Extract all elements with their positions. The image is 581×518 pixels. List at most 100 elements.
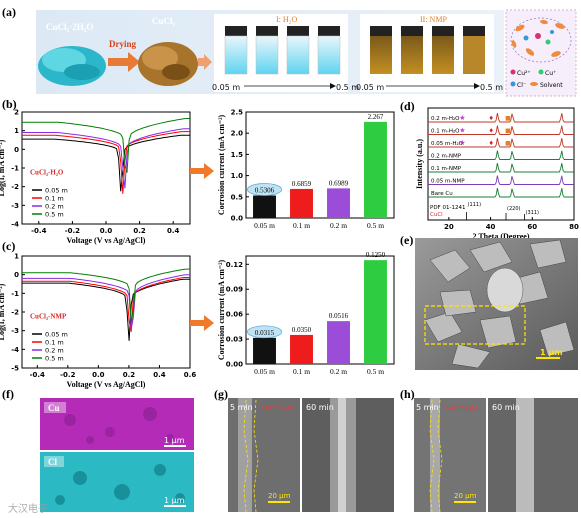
group1-arrowhead-icon <box>330 83 336 89</box>
y-tick-label: 0.5 <box>231 193 244 201</box>
g-time1: 5 min <box>230 403 253 412</box>
xrd-trace-label: 0.1 m-H₂O <box>431 129 460 135</box>
panel-e-sem-image: 1 μm <box>415 238 578 370</box>
bar <box>327 188 350 218</box>
g-tag: Electrolyte <box>262 405 294 412</box>
xrd-peak-marker: ♦ <box>488 115 493 122</box>
h-time1: 5 min <box>416 403 439 412</box>
x-tick-label: 0.5 m <box>367 367 384 376</box>
y-tick-label: 2.0 <box>231 130 244 138</box>
group2-to: 0.5 m <box>480 83 503 92</box>
x-tick-label: 80 <box>569 223 579 231</box>
legend-solvent-icon <box>530 82 538 86</box>
start-label: CuCl₂·2H₂O <box>46 22 93 32</box>
x-axis-label: Voltage (V vs Ag/AgCl) <box>67 380 146 389</box>
panel-a: (a) CuCl₂·2H₂O Drying CuCl₂ I: H₂O 0.0 <box>2 5 577 97</box>
solvent-molecules <box>511 19 565 57</box>
legend-entry: 0.05 m <box>45 331 68 339</box>
bar-data-label: 0.0315 <box>255 329 275 337</box>
bar <box>364 121 387 218</box>
x-tick-label: 40 <box>486 223 496 231</box>
group1-to: 0.5 m <box>336 83 359 92</box>
xrd-hkl-label: (311) <box>526 210 539 216</box>
y-tick-label: -2 <box>11 183 19 191</box>
chart-d-xrd: 20 40 60 80 2 Theta (Degree) Intensity (a.u.)… <box>415 107 579 241</box>
y-tick-label: 0.09 <box>226 286 243 294</box>
vial-h2o-2 <box>255 26 279 75</box>
bar-data-label: 0.6989 <box>329 179 349 187</box>
x-tick-label: -0.4 <box>30 371 45 379</box>
xrd-trace <box>428 113 574 123</box>
y-tick-label: -5 <box>11 365 19 373</box>
y-tick-label: -1 <box>11 290 19 298</box>
bar <box>253 195 276 218</box>
y-tick-label: -4 <box>11 221 19 229</box>
vial-nmp-3 <box>432 26 454 74</box>
bar-data-label: 0.6859 <box>292 180 312 188</box>
panel-label-c: (c) <box>2 239 15 253</box>
group1-title: I: H₂O <box>276 15 297 24</box>
tafel-series-line <box>22 118 190 173</box>
plot-frame <box>245 255 395 365</box>
arrow-to-vials-icon <box>198 54 212 70</box>
plot-frame <box>245 111 395 219</box>
legend-entry: 0.2 m <box>45 203 64 211</box>
tafel-series-line <box>22 131 190 194</box>
y-axis-label: Log(I, mA cm⁻²) <box>0 139 6 196</box>
end-label: CuCl₂ <box>152 16 176 26</box>
y-tick-label: 0 <box>14 146 19 154</box>
xrd-trace <box>428 175 574 185</box>
x-tick-label: 0.05 m <box>254 367 275 376</box>
y-axis-label: Corrosion current (mA cm⁻²) <box>217 260 226 361</box>
bar-data-label: 0.0350 <box>292 326 312 334</box>
y-tick-label: 0.06 <box>226 311 243 319</box>
y-tick-label: 0 <box>14 271 19 279</box>
solvation-schematic: Cu²⁺ Cu⁺ Cl⁻ Solvent <box>505 9 577 97</box>
vial-h2o-4 <box>317 26 341 75</box>
xrd-trace-label: 0.05 m-H₂O <box>431 141 464 147</box>
scale-label-f1: 1 μm <box>164 436 185 445</box>
scale-label-h: 20 μm <box>454 492 477 500</box>
scale-label-e: 1 μm <box>540 348 563 357</box>
xrd-ref-label: PDF 01-1241 <box>430 205 465 211</box>
legend-cu1: Cu⁺ <box>545 70 556 77</box>
xrd-trace-label: 0.2 m-H₂O <box>431 116 460 122</box>
x-tick-label: 0.0 <box>92 371 105 379</box>
legend-solvent: Solvent <box>540 82 563 89</box>
panel-h-cross-section: 5 min Electrolyte 60 min 20 μm <box>414 398 578 513</box>
x-axis-label: Voltage (V vs Ag/AgCl) <box>67 236 146 245</box>
value-highlight <box>246 183 283 196</box>
eds-map-cl <box>40 452 194 512</box>
bar <box>290 334 313 364</box>
group2-arrowhead-icon <box>474 83 480 89</box>
panel-label-d: (d) <box>400 99 415 113</box>
x-tick-label: 60 <box>527 223 537 231</box>
xrd-hkl-label: (220) <box>507 206 520 212</box>
legend-entry: 0.5 m <box>45 355 64 363</box>
panel-f-eds: Cu 1 μm Cl 1 μm 大汉电子 <box>8 398 194 515</box>
y-tick-label: 2 <box>14 109 19 117</box>
drying-arrow-icon <box>108 52 140 72</box>
xrd-peak-marker: ■ <box>505 140 511 147</box>
xrd-trace <box>428 163 574 173</box>
vial-h2o-1 <box>224 26 248 75</box>
xrd-peak-marker: ■ <box>505 128 511 135</box>
bar-data-label: 2.267 <box>368 113 384 121</box>
x-tick-label: -0.4 <box>31 227 46 235</box>
chart-c-tafel: -0.4 -0.2 0.0 0.2 0.4 0.6 1 0 -1 -2 -3 -4 -5 Voltage … <box>0 253 196 390</box>
h-time2: 60 min <box>492 403 520 412</box>
nmp-vials-group: II: NMP 0.05 m 0.5 m <box>356 14 503 92</box>
y-tick-label: -4 <box>11 346 19 354</box>
x-tick-label: 0.1 m <box>293 367 310 376</box>
legend-entry: 0.1 m <box>45 195 64 203</box>
y-axis-label: Corrosion current (mA cm⁻²) <box>217 115 226 216</box>
legend-cu2: Cu²⁺ <box>517 70 531 77</box>
y-tick-label: 1.5 <box>231 151 244 159</box>
legend-cu1-icon <box>538 69 544 75</box>
xrd-ref-name: CuCl <box>430 212 443 218</box>
y-tick-label: 0.0 <box>231 215 244 223</box>
h-tag: Electrolyte <box>446 405 478 412</box>
chart-annotation: CuCl₂-NMP <box>30 313 67 321</box>
tafel-series-line <box>22 134 190 192</box>
bar-data-label: 0.1250 <box>366 251 386 259</box>
